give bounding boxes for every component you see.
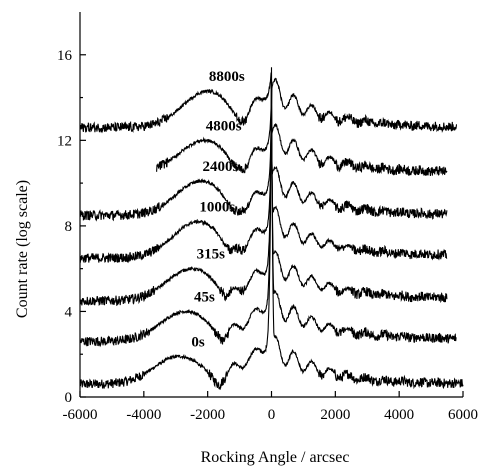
- series-line-4800s: [156, 107, 448, 177]
- x-tick-label: -6000: [63, 407, 98, 423]
- y-tick-label: 4: [65, 304, 73, 320]
- series-label-45s: 45s: [194, 289, 215, 305]
- series-line-315s: [79, 122, 448, 307]
- x-tick-label: 0: [268, 407, 276, 423]
- series-line-8800s: [79, 72, 458, 134]
- y-tick-label: 8: [65, 219, 73, 235]
- x-axis-label: Rocking Angle / arcsec: [201, 449, 350, 466]
- series-label-4800s: 4800s: [206, 118, 242, 134]
- y-tick-label: 0: [65, 390, 73, 406]
- x-tick-label: -2000: [190, 407, 225, 423]
- axes: -6000 -4000 -2000 0 2000 4000 6000 0 4 8 12 16: [57, 12, 478, 423]
- series-line-1000s: [79, 135, 448, 264]
- x-tick-label: 4000: [384, 407, 414, 423]
- series-labels: 0s 45s 315s 1000s 2400s 4800s 8800s: [191, 69, 244, 350]
- series-traces: [79, 67, 464, 390]
- y-tick-label: 16: [57, 48, 73, 64]
- x-tick-label: 2000: [320, 407, 350, 423]
- series-line-2400s: [79, 133, 448, 222]
- series-label-315s: 315s: [197, 247, 226, 263]
- y-tick-label: 12: [57, 133, 72, 149]
- series-line-45s: [79, 85, 457, 348]
- series-line-0s: [79, 67, 464, 390]
- series-label-8800s: 8800s: [209, 69, 245, 85]
- x-tick-label: 6000: [448, 407, 478, 423]
- x-tick-label: -4000: [126, 407, 161, 423]
- series-label-2400s: 2400s: [203, 159, 239, 175]
- series-label-0s: 0s: [191, 334, 205, 350]
- series-label-1000s: 1000s: [199, 200, 235, 216]
- y-axis-label: Count rate (log scale): [14, 180, 31, 318]
